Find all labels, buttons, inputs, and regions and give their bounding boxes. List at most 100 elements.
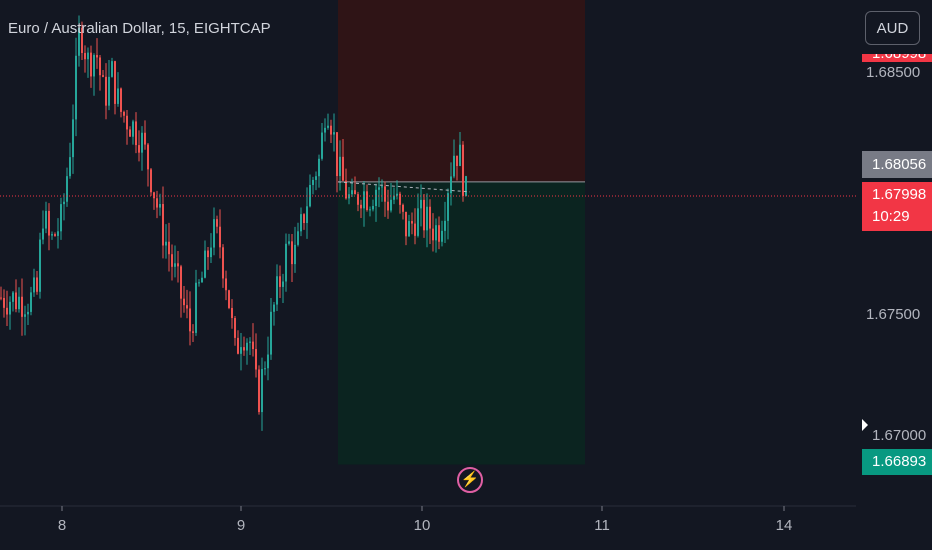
candle-body <box>324 127 326 133</box>
candle-body <box>372 206 374 210</box>
candle <box>372 199 374 212</box>
candle-body <box>207 250 209 258</box>
target-price-tag: 1.66893 <box>862 449 932 475</box>
candle-body <box>378 187 380 190</box>
candle <box>243 336 245 356</box>
candle-body <box>0 297 2 299</box>
candle-body <box>66 176 68 202</box>
candle <box>456 155 458 181</box>
candle <box>84 45 86 73</box>
candle-body <box>183 298 185 306</box>
candle-body <box>15 292 17 310</box>
candle <box>390 182 392 213</box>
candle-body <box>45 210 47 229</box>
candle-body <box>108 76 110 106</box>
candle <box>78 15 80 67</box>
candle <box>393 187 395 205</box>
candle <box>87 47 89 78</box>
candle-body <box>342 156 344 181</box>
candle-body <box>432 228 434 241</box>
candle-body <box>336 132 338 177</box>
axis-marker-arrow <box>862 419 868 431</box>
candle <box>354 176 356 195</box>
candle-body <box>354 190 356 195</box>
candle-body <box>189 308 191 332</box>
candle <box>465 175 467 197</box>
candle-body <box>222 247 224 279</box>
candle-body <box>105 76 107 106</box>
candle <box>459 131 461 167</box>
candle <box>105 63 107 120</box>
candle-body <box>420 199 422 209</box>
candle-body <box>204 250 206 278</box>
candle-body <box>279 276 281 287</box>
candle-body <box>300 214 302 232</box>
candle-body <box>201 277 203 283</box>
candle <box>216 215 218 234</box>
candle-body <box>174 263 176 267</box>
candle <box>450 162 452 206</box>
candle <box>396 180 398 200</box>
candle-body <box>81 27 83 54</box>
candle <box>453 139 455 179</box>
candle <box>285 233 287 292</box>
candle <box>240 332 242 371</box>
candle <box>336 132 338 193</box>
candle <box>174 245 176 278</box>
candle-body <box>282 281 284 287</box>
candle <box>267 336 269 381</box>
candle <box>324 118 326 142</box>
candle <box>57 218 59 249</box>
candle-body <box>330 125 332 135</box>
candle <box>27 303 29 326</box>
candle-body <box>414 223 416 236</box>
candle-body <box>249 341 251 343</box>
entry-price-tag: 1.68056 <box>862 151 932 178</box>
candle <box>144 120 146 150</box>
candle <box>201 271 203 283</box>
candle-body <box>294 244 296 265</box>
currency-button[interactable]: AUD <box>865 11 920 45</box>
candle-body <box>18 296 20 310</box>
candle <box>153 191 155 210</box>
candle-body <box>156 198 158 208</box>
candle-body <box>135 121 137 146</box>
candle <box>75 37 77 137</box>
candle-body <box>39 239 41 292</box>
candle-body <box>318 158 320 177</box>
candle <box>129 126 131 137</box>
candle <box>429 199 431 244</box>
lightning-icon[interactable]: ⚡ <box>457 467 483 493</box>
candle <box>207 246 209 270</box>
candle-body <box>168 241 170 255</box>
candle <box>327 113 329 130</box>
candle-body <box>438 225 440 242</box>
candle-body <box>297 231 299 245</box>
candle <box>111 57 113 78</box>
candle-body <box>348 194 350 199</box>
candle <box>210 233 212 264</box>
price-label-3: 1.67000 <box>872 427 927 444</box>
candle <box>159 193 161 216</box>
candle <box>291 233 293 283</box>
candle-body <box>120 88 122 112</box>
candle <box>93 53 95 96</box>
candle <box>306 187 308 239</box>
candle-body <box>21 296 23 317</box>
candle <box>177 250 179 283</box>
candle-body <box>333 132 335 135</box>
candle <box>228 289 230 310</box>
candle-body <box>327 125 329 128</box>
candle <box>213 207 215 256</box>
candle <box>186 289 188 319</box>
candle-body <box>141 132 143 153</box>
countdown-tag: 10:29 <box>862 206 932 231</box>
candle-body <box>351 190 353 195</box>
candle <box>81 21 83 60</box>
candle-body <box>453 155 455 177</box>
candle-body <box>315 176 317 180</box>
candle-body <box>84 53 86 60</box>
candle-body <box>138 145 140 153</box>
candle <box>39 232 41 299</box>
